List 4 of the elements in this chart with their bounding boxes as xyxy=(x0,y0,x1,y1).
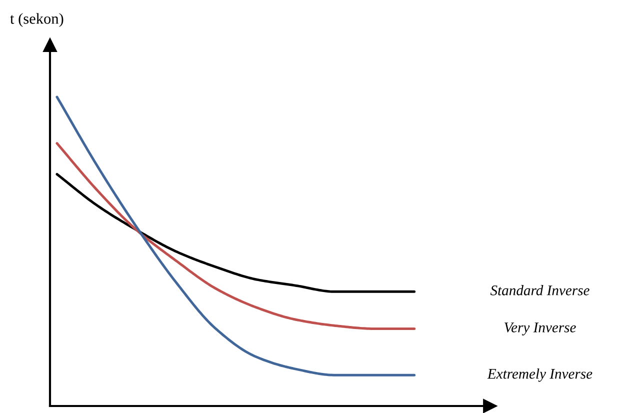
text: Standard Inverse xyxy=(490,285,590,296)
y-axis-title: t (sekon) xyxy=(10,13,64,27)
text: Very Inverse xyxy=(504,322,576,336)
text: Extremely Inverse xyxy=(487,368,592,382)
